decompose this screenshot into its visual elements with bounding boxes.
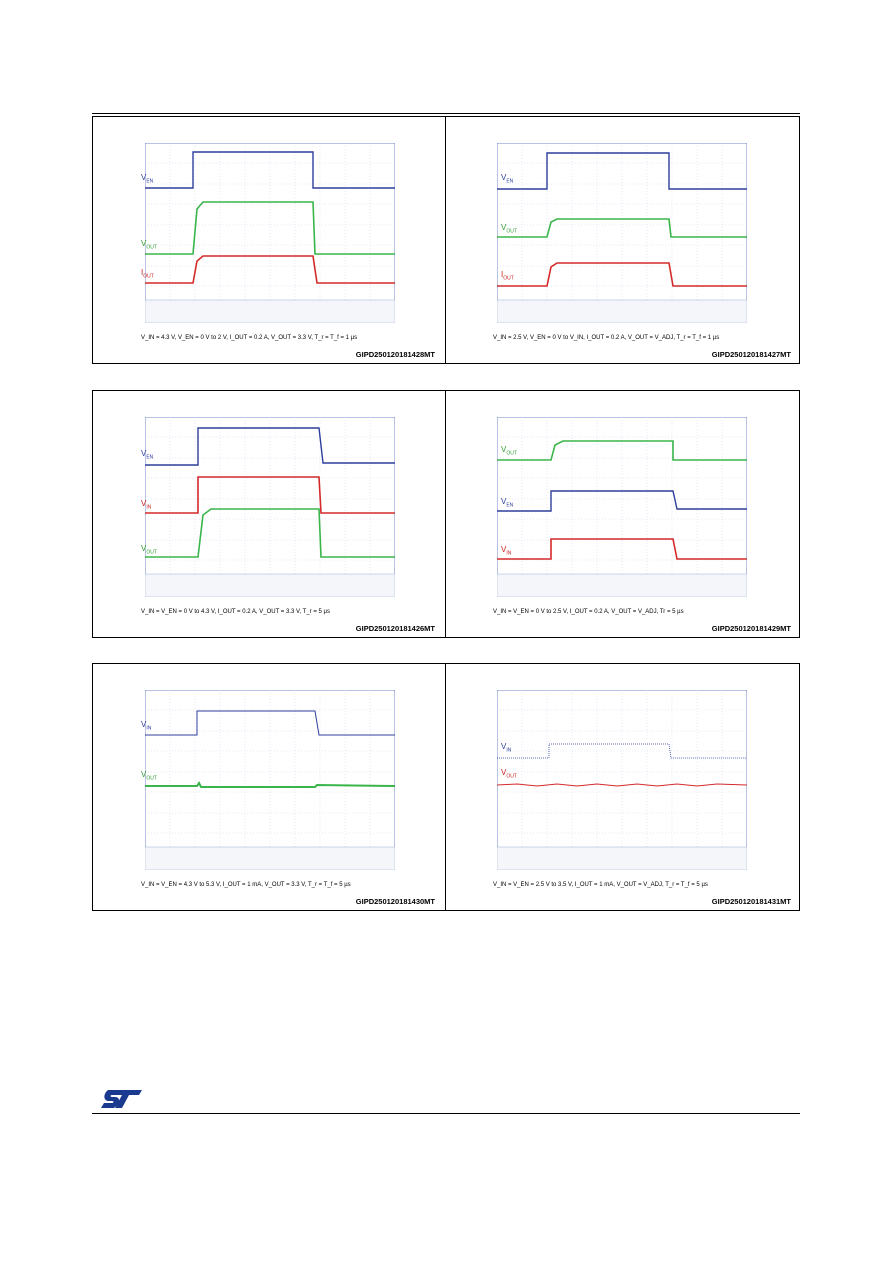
panel-divider [445,664,446,910]
header-rule [92,113,800,114]
trace-label-2: VEN [501,497,514,509]
figure-code: GIPD250120181428MT [355,350,435,359]
trace-label-3: IOUT [141,268,154,280]
scope-3r [497,690,747,870]
figure-cell-2-left: VEN VIN VOUT V_IN = V_EN = 0 V to 4.3 V,… [93,391,445,637]
figure-cell-1-right: VEN VOUT IOUT V_IN = 2.5 V, V_EN = 0 V t… [445,117,801,363]
trace-label-3: VOUT [141,544,157,556]
trace-label-1: VOUT [501,445,517,457]
figure-cell-3-right: VIN VOUT V_IN = V_EN = 2.5 V to 3.5 V, I… [445,664,801,910]
oscilloscope-capture: VEN VOUT IOUT [497,143,747,323]
oscilloscope-capture: VEN VIN VOUT [141,417,395,597]
trace-label-2: VOUT [141,770,157,782]
figure-cell-1-left: VEN VOUT IOUT V_IN = 4.3 V, V_EN = 0 V t… [93,117,445,363]
panel-divider [445,117,446,363]
trace-label-1: VIN [501,742,512,754]
st-logo-icon [100,1088,144,1115]
scope-1r [497,143,747,323]
oscilloscope-capture: VEN VOUT IOUT [141,143,395,323]
figure-code: GIPD250120181430MT [355,897,435,906]
scope-2r [497,417,747,597]
figure-caption: V_IN = 4.3 V, V_EN = 0 V to 2 V, I_OUT =… [141,335,358,341]
oscilloscope-capture: VIN VOUT [141,690,395,870]
figure-code: GIPD250120181429MT [711,624,791,633]
figure-code: GIPD250120181426MT [355,624,435,633]
scope-3l [145,690,395,870]
panel-divider [445,391,446,637]
figure-caption: V_IN = V_EN = 2.5 V to 3.5 V, I_OUT = 1 … [493,882,708,888]
figure-panel-3: VIN VOUT V_IN = V_EN = 4.3 V to 5.3 V, I… [92,663,800,911]
oscilloscope-capture: VIN VOUT [497,690,747,870]
figure-caption: V_IN = V_EN = 0 V to 2.5 V, I_OUT = 0.2 … [493,609,684,615]
trace-label-3: IOUT [501,270,514,282]
figure-cell-2-right: VOUT VEN VIN V_IN = V_EN = 0 V to 2.5 V,… [445,391,801,637]
figure-code: GIPD250120181427MT [711,350,791,359]
oscilloscope-capture: VOUT VEN VIN [497,417,747,597]
trace-label-2: VOUT [501,768,517,780]
trace-label-1: VEN [501,173,514,185]
scope-1l [145,143,395,323]
scope-2l [145,417,395,597]
trace-label-3: VIN [501,545,512,557]
figure-panel-1: VEN VOUT IOUT V_IN = 4.3 V, V_EN = 0 V t… [92,116,800,364]
trace-label-2: VIN [141,499,152,511]
figure-caption: V_IN = V_EN = 4.3 V to 5.3 V, I_OUT = 1 … [141,882,351,888]
trace-label-2: VOUT [501,223,517,235]
trace-label-1: VEN [141,449,154,461]
trace-label-2: VOUT [141,239,157,251]
trace-label-1: VEN [141,173,154,185]
figure-code: GIPD250120181431MT [711,897,791,906]
figure-caption: V_IN = 2.5 V, V_EN = 0 V to V_IN, I_OUT … [493,335,720,341]
figure-caption: V_IN = V_EN = 0 V to 4.3 V, I_OUT = 0.2 … [141,609,330,615]
trace-label-1: VIN [141,720,152,732]
figure-panel-2: VEN VIN VOUT V_IN = V_EN = 0 V to 4.3 V,… [92,390,800,638]
footer-rule [92,1113,800,1114]
figure-cell-3-left: VIN VOUT V_IN = V_EN = 4.3 V to 5.3 V, I… [93,664,445,910]
